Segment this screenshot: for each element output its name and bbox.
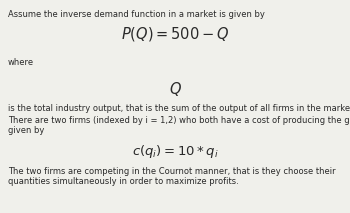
Text: is the total industry output, that is the sum of the output of all firms in the : is the total industry output, that is th…	[8, 104, 350, 113]
Text: given by: given by	[8, 126, 44, 135]
Text: quantities simultaneously in order to maximize profits.: quantities simultaneously in order to ma…	[8, 177, 239, 186]
Text: The two firms are competing in the Cournot manner, that is they choose their: The two firms are competing in the Courn…	[8, 167, 336, 176]
Text: $Q$: $Q$	[169, 80, 181, 98]
Text: $P(Q) = 500 - Q$: $P(Q) = 500 - Q$	[121, 25, 229, 43]
Text: $c(q_i) = 10 * q_i$: $c(q_i) = 10 * q_i$	[132, 143, 218, 160]
Text: where: where	[8, 58, 34, 67]
Text: There are two firms (indexed by i = 1,2) who both have a cost of producing the g: There are two firms (indexed by i = 1,2)…	[8, 116, 350, 125]
Text: Assume the inverse demand function in a market is given by: Assume the inverse demand function in a …	[8, 10, 265, 19]
